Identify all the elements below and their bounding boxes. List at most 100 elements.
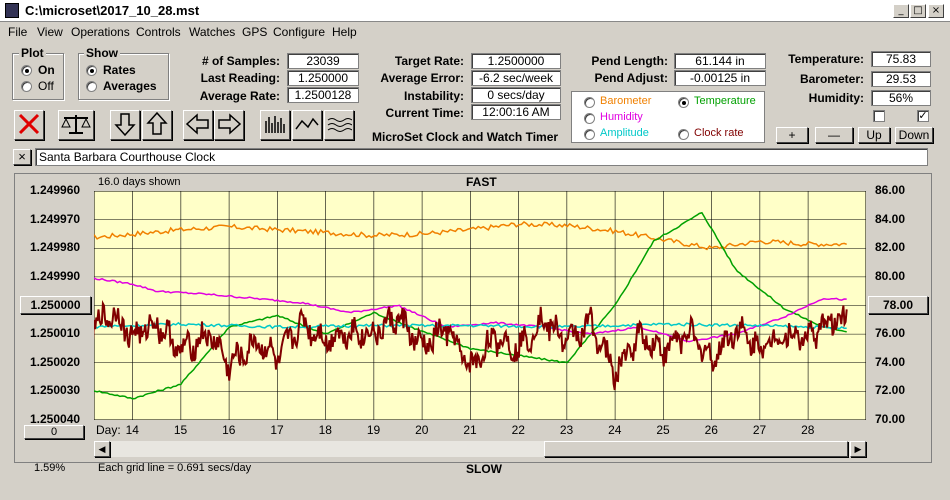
minus-button[interactable]: — bbox=[815, 127, 853, 143]
wave-view-button[interactable] bbox=[324, 110, 354, 140]
bar-graph-icon bbox=[265, 116, 285, 133]
legend-amplitude-radio[interactable] bbox=[584, 129, 595, 140]
menu-file[interactable]: File bbox=[8, 25, 28, 39]
day-tick-label: 23 bbox=[559, 423, 574, 437]
legend-humidity-radio[interactable] bbox=[584, 113, 595, 124]
current-time-field: 12:00:16 AM bbox=[471, 104, 561, 120]
pend-length-label: Pend Length: bbox=[591, 54, 668, 68]
red-x-icon bbox=[18, 113, 40, 135]
legend-clock-rate-radio[interactable] bbox=[678, 129, 689, 140]
scroll-right-button[interactable]: ▶ bbox=[850, 441, 866, 457]
day-tick-label: 27 bbox=[752, 423, 767, 437]
arrow-up-button[interactable] bbox=[142, 110, 172, 140]
env-checkbox-right[interactable]: ✓ bbox=[917, 110, 929, 122]
humidity-field: 56% bbox=[871, 90, 931, 106]
window-title: C:\microset\2017_10_28.mst bbox=[25, 3, 200, 18]
instability-field: 0 secs/day bbox=[471, 87, 561, 103]
temperature-label: Temperature: bbox=[788, 52, 864, 66]
plot-off-label: Off bbox=[38, 79, 54, 93]
show-averages-label: Averages bbox=[103, 79, 157, 93]
legend-clock-rate: Clock rate bbox=[694, 127, 744, 139]
plus-button[interactable]: + bbox=[776, 127, 808, 143]
scroll-thumb[interactable] bbox=[544, 441, 848, 457]
day-tick-label: 21 bbox=[463, 423, 477, 437]
menu-view[interactable]: View bbox=[37, 25, 63, 39]
arrow-down-button[interactable] bbox=[110, 110, 140, 140]
arrow-right-button[interactable] bbox=[214, 110, 244, 140]
watch-name-field[interactable]: Santa Barbara Courthouse Clock bbox=[35, 148, 928, 166]
instability-label: Instability: bbox=[403, 89, 464, 103]
pend-adjust-field: -0.00125 in bbox=[674, 70, 766, 86]
day-tick-label: 18 bbox=[318, 423, 332, 437]
title-bar: C:\microset\2017_10_28.mst _ □ × bbox=[0, 0, 950, 22]
show-rates-radio[interactable] bbox=[86, 65, 97, 76]
minimize-button[interactable]: _ bbox=[893, 4, 909, 18]
legend-temperature-radio[interactable] bbox=[678, 97, 689, 108]
series-line-amplitude bbox=[94, 321, 847, 330]
close-button[interactable]: × bbox=[928, 4, 944, 18]
bars-view-button[interactable] bbox=[260, 110, 290, 140]
scroll-left-button[interactable]: ◀ bbox=[94, 441, 110, 457]
last-reading-label: Last Reading: bbox=[200, 71, 280, 85]
right-tick-label: 70.00 bbox=[875, 412, 906, 426]
show-averages-radio[interactable] bbox=[86, 81, 97, 92]
line-view-button[interactable] bbox=[292, 110, 322, 140]
left-center-button[interactable]: 1.250000 bbox=[20, 296, 91, 314]
samples-field: 23039 bbox=[287, 53, 359, 69]
menu-operations[interactable]: Operations bbox=[71, 25, 130, 39]
balance-button[interactable] bbox=[58, 110, 94, 140]
chart-scrollbar[interactable]: ◀ ▶ bbox=[94, 441, 866, 457]
left-arrow-icon bbox=[185, 113, 209, 135]
grid-note-label: Each grid line = 0.691 secs/day bbox=[98, 462, 252, 474]
arrow-left-button[interactable] bbox=[183, 110, 213, 140]
left-tick-label: 1.249960 bbox=[30, 183, 81, 197]
maximize-button[interactable]: □ bbox=[910, 4, 926, 18]
left-tick-label: 1.250040 bbox=[30, 412, 81, 426]
day-tick-label: 17 bbox=[270, 423, 284, 437]
down-button[interactable]: Down bbox=[895, 127, 933, 143]
day-tick-label: 25 bbox=[656, 423, 670, 437]
humidity-label: Humidity: bbox=[808, 91, 864, 105]
average-error-field: -6.2 sec/week bbox=[471, 70, 561, 86]
day-tick-label: 26 bbox=[704, 423, 718, 437]
up-arrow-icon bbox=[146, 111, 168, 135]
right-tick-label: 80.00 bbox=[875, 268, 906, 283]
clear-watch-button[interactable]: × bbox=[13, 149, 31, 165]
up-button[interactable]: Up bbox=[858, 127, 890, 143]
left-tick-label: 1.249990 bbox=[30, 268, 81, 283]
right-center-button[interactable]: 78.00 bbox=[868, 296, 928, 314]
day-tick-label: 15 bbox=[173, 423, 188, 437]
clear-button[interactable] bbox=[14, 110, 44, 140]
show-group-label: Show bbox=[84, 46, 120, 60]
left-tick-label: 1.249980 bbox=[30, 240, 81, 255]
menu-gps[interactable]: GPS bbox=[242, 25, 268, 39]
legend-barometer-radio[interactable] bbox=[584, 97, 595, 108]
average-error-label: Average Error: bbox=[380, 71, 464, 85]
barometer-label: Barometer: bbox=[799, 72, 864, 86]
menu-configure[interactable]: Configure bbox=[273, 25, 326, 39]
days-shown-label: 16.0 days shown bbox=[98, 176, 181, 188]
right-tick-label: 82.00 bbox=[875, 240, 906, 255]
day-label: Day: bbox=[96, 423, 121, 437]
menu-help[interactable]: Help bbox=[332, 25, 357, 39]
plot-on-radio[interactable] bbox=[21, 65, 32, 76]
average-rate-field: 1.2500128 bbox=[287, 87, 359, 103]
samples-label: # of Samples: bbox=[201, 54, 280, 68]
menu-controls[interactable]: Controls bbox=[136, 25, 181, 39]
left-bottom-button[interactable]: 0 bbox=[24, 425, 84, 439]
plot-group-label: Plot bbox=[19, 46, 46, 60]
env-checkbox-left[interactable] bbox=[873, 110, 885, 122]
menu-watches[interactable]: Watches bbox=[189, 25, 236, 39]
left-tick-label: 1.250010 bbox=[30, 326, 81, 341]
average-rate-label: Average Rate: bbox=[199, 89, 280, 103]
day-tick-label: 28 bbox=[801, 423, 815, 437]
app-icon[interactable] bbox=[5, 3, 19, 18]
plot-off-radio[interactable] bbox=[21, 81, 32, 92]
day-tick-label: 19 bbox=[366, 423, 381, 437]
plot-area bbox=[94, 191, 866, 420]
legend-barometer: Barometer bbox=[600, 95, 652, 107]
pend-length-field[interactable]: 61.144 in bbox=[674, 53, 766, 69]
legend-amplitude: Amplitude bbox=[600, 127, 649, 139]
left-tick-label: 1.250030 bbox=[30, 383, 81, 398]
target-rate-field[interactable]: 1.2500000 bbox=[471, 53, 561, 69]
